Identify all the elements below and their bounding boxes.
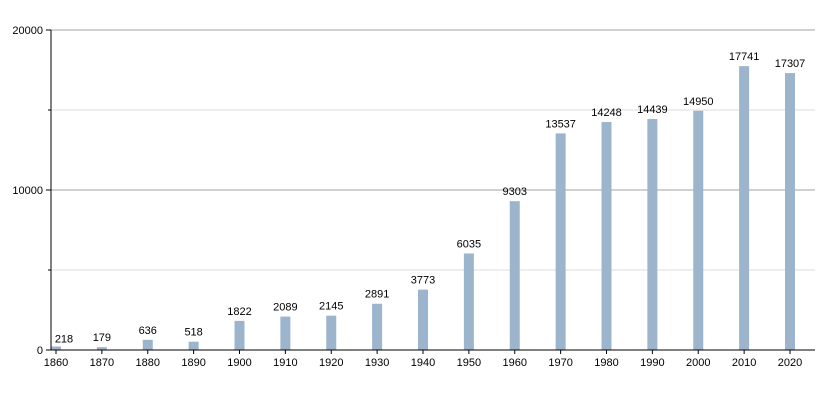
bar bbox=[509, 201, 520, 350]
x-tick-label: 1930 bbox=[365, 357, 389, 369]
data-label: 636 bbox=[139, 325, 157, 337]
data-label: 17741 bbox=[729, 51, 760, 63]
x-tick-label: 2000 bbox=[686, 357, 710, 369]
x-tick-label: 1950 bbox=[457, 357, 481, 369]
data-label: 14248 bbox=[591, 107, 622, 119]
bar bbox=[326, 315, 337, 350]
x-tick-label: 1870 bbox=[90, 357, 114, 369]
data-label: 9303 bbox=[503, 186, 527, 198]
x-tick-label: 1940 bbox=[411, 357, 435, 369]
bar bbox=[234, 320, 245, 350]
data-labels: 218 179 636 518 1822 2089 2145 2891 3773 6035 9303… bbox=[55, 51, 805, 345]
bar bbox=[51, 346, 61, 350]
data-label: 518 bbox=[184, 327, 202, 339]
data-label: 13537 bbox=[545, 118, 576, 130]
data-label: 6035 bbox=[457, 238, 481, 250]
bar bbox=[693, 110, 704, 350]
data-label: 218 bbox=[55, 334, 73, 346]
data-label: 1822 bbox=[227, 306, 251, 318]
x-tick-label: 1890 bbox=[181, 357, 205, 369]
x-tick-label: 1880 bbox=[136, 357, 160, 369]
y-tick-label: 0 bbox=[37, 345, 43, 357]
data-label: 3773 bbox=[411, 275, 435, 287]
data-label: 14950 bbox=[683, 96, 714, 108]
x-tick-label: 1990 bbox=[640, 357, 664, 369]
x-tick-label: 1920 bbox=[319, 357, 343, 369]
bar bbox=[601, 122, 612, 350]
bar bbox=[142, 339, 153, 350]
bar bbox=[372, 303, 383, 350]
data-label: 14439 bbox=[637, 104, 668, 116]
bars bbox=[51, 66, 795, 351]
x-tick-label: 1910 bbox=[273, 357, 297, 369]
bar bbox=[555, 133, 566, 350]
data-label: 2891 bbox=[365, 289, 389, 301]
x-tick-labels: 1860 1870 1880 1890 1900 1910 1920 1930 1940 1950… bbox=[44, 357, 802, 369]
x-tick-label: 1860 bbox=[44, 357, 68, 369]
y-tick-label: 10000 bbox=[12, 185, 43, 197]
grid-lines bbox=[51, 29, 815, 271]
bar bbox=[647, 118, 658, 350]
x-tick-label: 1970 bbox=[548, 357, 572, 369]
data-label: 2089 bbox=[273, 302, 297, 314]
x-tick-label: 1980 bbox=[594, 357, 618, 369]
bar bbox=[739, 66, 750, 351]
bar bbox=[785, 73, 795, 350]
bar bbox=[280, 316, 291, 350]
x-tick-label: 1960 bbox=[503, 357, 527, 369]
axes bbox=[46, 29, 815, 354]
x-tick-label: 2010 bbox=[732, 357, 756, 369]
y-tick-label: 20000 bbox=[12, 25, 43, 37]
bar bbox=[96, 347, 107, 350]
x-tick-label: 2020 bbox=[778, 357, 802, 369]
data-label: 2145 bbox=[319, 301, 343, 313]
bar bbox=[188, 341, 199, 350]
bar bbox=[463, 253, 474, 350]
y-tick-labels: 0 10000 20000 bbox=[12, 25, 43, 357]
data-label: 179 bbox=[93, 332, 111, 344]
bar bbox=[418, 289, 428, 350]
x-tick-label: 1900 bbox=[227, 357, 251, 369]
data-label: 17307 bbox=[775, 58, 806, 70]
